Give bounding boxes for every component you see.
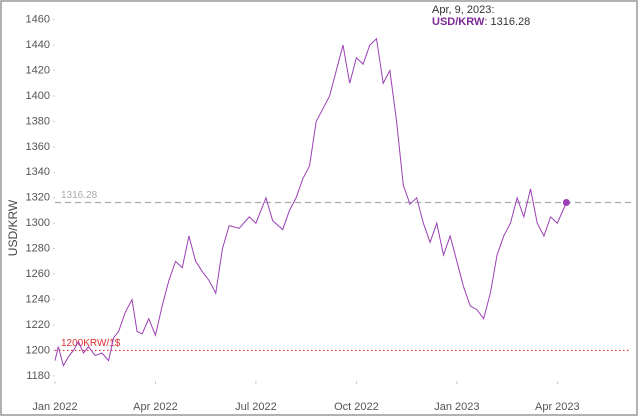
y-tick-label: 1340 — [26, 166, 50, 178]
y-tick-label: 1180 — [26, 370, 50, 382]
y-tick-label: 1400 — [26, 90, 50, 102]
y-tick-label: 1360 — [26, 141, 50, 153]
y-tick-label: 1200 — [26, 344, 50, 356]
x-tick-label: Apr 2023 — [535, 401, 580, 413]
x-tick-label: Oct 2022 — [334, 401, 379, 413]
reference-label: 1316.28 — [61, 190, 98, 201]
hover-point — [562, 199, 570, 207]
x-tick-label: Apr 2022 — [133, 401, 178, 413]
reference-label: 1200KRW/1$ — [61, 338, 121, 349]
y-tick-label: 1240 — [26, 293, 50, 305]
y-tick-label: 1460 — [26, 14, 50, 26]
tooltip-series: USD/KRW — [432, 16, 485, 28]
x-tick-label: Jan 2022 — [32, 401, 77, 413]
y-tick-label: 1280 — [26, 243, 50, 255]
y-tick-label: 1320 — [26, 192, 50, 204]
x-tick-label: Jul 2022 — [235, 401, 277, 413]
y-tick-label: 1220 — [26, 319, 50, 331]
y-tick-label: 1260 — [26, 268, 50, 280]
tooltip-line: USD/KRW: 1316.28 — [432, 16, 530, 28]
tooltip-colon: : — [484, 16, 490, 28]
series-line — [54, 37, 567, 368]
y-tick-label: 1300 — [26, 217, 50, 229]
y-tick-label: 1440 — [26, 39, 50, 51]
y-axis-label: USD/KRW — [6, 199, 20, 256]
tooltip-date: Apr, 9, 2023: — [432, 4, 494, 16]
y-tick-label: 1380 — [26, 115, 50, 127]
y-tick-label: 1420 — [26, 64, 50, 76]
x-tick-label: Jan 2023 — [434, 401, 479, 413]
tooltip-value: 1316.28 — [490, 16, 530, 28]
